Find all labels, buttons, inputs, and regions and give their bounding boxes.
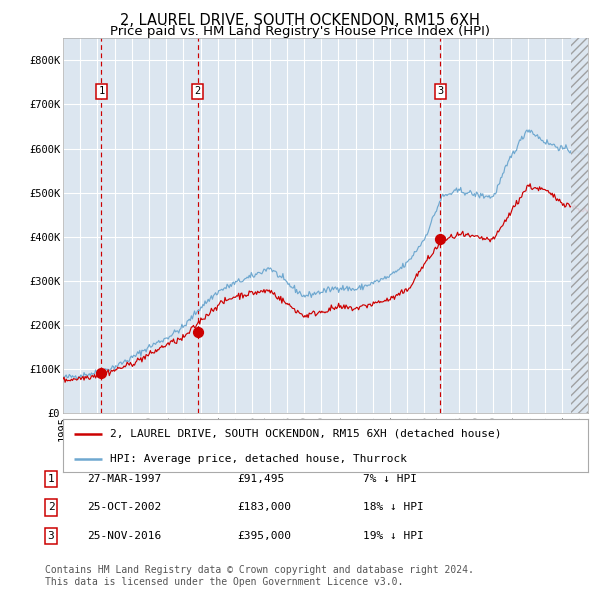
Text: 25-NOV-2016: 25-NOV-2016 xyxy=(87,531,161,540)
Text: 7% ↓ HPI: 7% ↓ HPI xyxy=(363,474,417,484)
Text: 1: 1 xyxy=(98,86,104,96)
Text: HPI: Average price, detached house, Thurrock: HPI: Average price, detached house, Thur… xyxy=(110,454,407,464)
Point xyxy=(193,327,202,337)
Text: 25-OCT-2002: 25-OCT-2002 xyxy=(87,503,161,512)
Text: Price paid vs. HM Land Registry's House Price Index (HPI): Price paid vs. HM Land Registry's House … xyxy=(110,25,490,38)
Point xyxy=(97,368,106,378)
Text: £183,000: £183,000 xyxy=(237,503,291,512)
Text: 3: 3 xyxy=(437,86,443,96)
Text: 2: 2 xyxy=(194,86,201,96)
Text: 18% ↓ HPI: 18% ↓ HPI xyxy=(363,503,424,512)
Text: 2, LAUREL DRIVE, SOUTH OCKENDON, RM15 6XH (detached house): 2, LAUREL DRIVE, SOUTH OCKENDON, RM15 6X… xyxy=(110,429,502,439)
Text: Contains HM Land Registry data © Crown copyright and database right 2024.
This d: Contains HM Land Registry data © Crown c… xyxy=(45,565,474,587)
Text: £395,000: £395,000 xyxy=(237,531,291,540)
Text: 3: 3 xyxy=(47,531,55,540)
Bar xyxy=(571,38,588,413)
Text: 27-MAR-1997: 27-MAR-1997 xyxy=(87,474,161,484)
Text: 2: 2 xyxy=(47,503,55,512)
Text: 1: 1 xyxy=(47,474,55,484)
Point xyxy=(436,234,445,244)
Text: £91,495: £91,495 xyxy=(237,474,284,484)
Text: 19% ↓ HPI: 19% ↓ HPI xyxy=(363,531,424,540)
Text: 2, LAUREL DRIVE, SOUTH OCKENDON, RM15 6XH: 2, LAUREL DRIVE, SOUTH OCKENDON, RM15 6X… xyxy=(120,13,480,28)
